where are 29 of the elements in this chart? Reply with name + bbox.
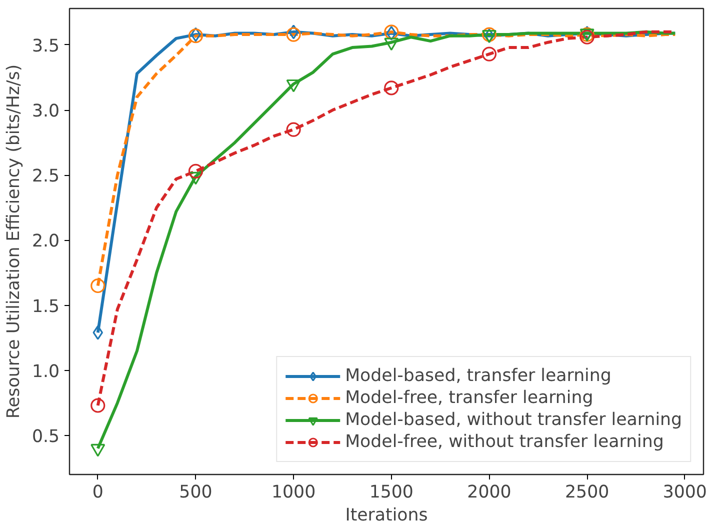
point xyxy=(90,278,106,294)
y-axis-title: Resource Utilization Efficiency (bits/Hz/s) xyxy=(4,64,24,419)
x-tick-label: 0 xyxy=(92,482,104,502)
y-tick-label: 0.5 xyxy=(32,426,60,447)
point xyxy=(90,398,106,413)
point xyxy=(92,325,104,340)
x-tick-label: 2500 xyxy=(565,482,610,502)
y-tick-label: 2.0 xyxy=(32,232,60,252)
legend-label: Model-based, without transfer learning xyxy=(345,409,682,431)
point xyxy=(384,80,399,96)
x-tick-label: 1000 xyxy=(272,482,316,502)
point xyxy=(286,122,301,137)
x-tick-label: 500 xyxy=(179,482,212,502)
x-tick-label: 2000 xyxy=(467,482,512,502)
y-tick-label: 3.5 xyxy=(32,36,60,56)
x-tick-label: 3000 xyxy=(662,482,707,502)
point xyxy=(286,27,301,42)
y-tick-label: 3.0 xyxy=(32,102,60,122)
point xyxy=(188,164,204,178)
y-tick-label: 2.5 xyxy=(32,166,60,187)
point xyxy=(288,24,299,40)
x-axis-title: Iterations xyxy=(345,506,428,526)
y-tick-label: 1.0 xyxy=(32,362,60,382)
legend-label: Model-based, transfer learning xyxy=(345,365,612,387)
legend-label: Model-free, without transfer learning xyxy=(345,431,664,453)
legend-label: Model-free, transfer learning xyxy=(345,387,594,409)
point xyxy=(482,46,497,62)
y-tick-label: 1.5 xyxy=(32,296,60,317)
x-tick-label: 1500 xyxy=(369,482,414,502)
